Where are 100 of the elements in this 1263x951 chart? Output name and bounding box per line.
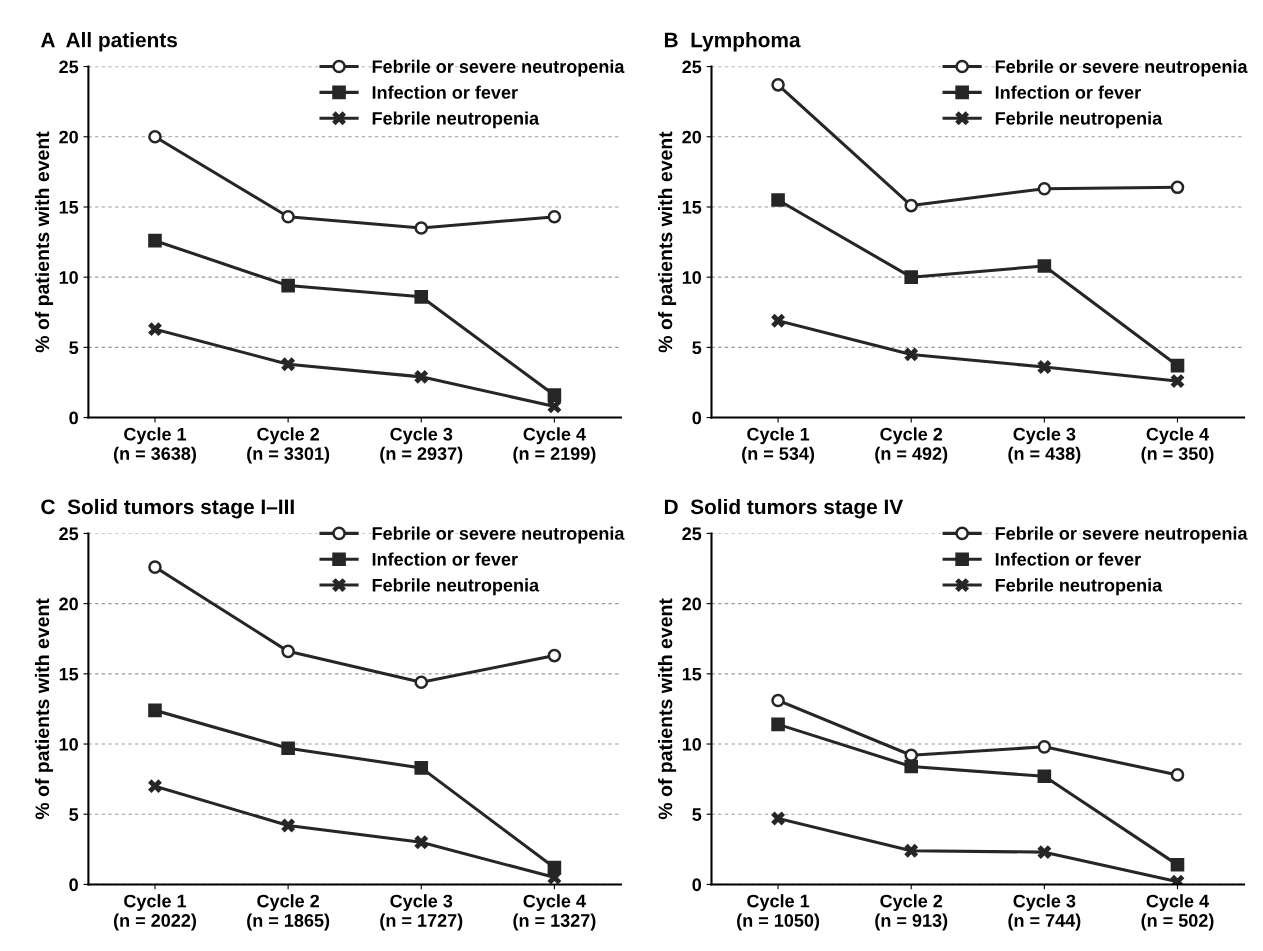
x-tick-label: Cycle 4 (n = 350) [1141, 427, 1214, 464]
legend-label: Febrile neutropenia [995, 111, 1163, 129]
point [904, 198, 919, 213]
point [1170, 857, 1185, 872]
point [414, 290, 429, 304]
point [547, 388, 562, 402]
y-tick-label: 10 [682, 271, 702, 284]
point [904, 759, 919, 774]
point [414, 761, 429, 775]
point [1037, 740, 1052, 754]
point [1170, 180, 1185, 195]
y-tick-label: 5 [692, 341, 702, 355]
point [414, 835, 429, 850]
chart-title: C Solid tumors stage I–III [41, 498, 294, 519]
x-tick-label: Cycle 2 (n = 1865) [247, 894, 330, 931]
point [148, 703, 162, 718]
x-tick-label: Cycle 4 (n = 1327) [513, 894, 596, 931]
point [904, 843, 919, 858]
legend-label: Infection or fever [995, 552, 1141, 566]
y-tick-label: 0 [69, 878, 78, 892]
point [414, 369, 429, 384]
chart-title: A All patients [41, 32, 177, 52]
y-tick-label: 0 [692, 411, 702, 425]
x-tick-label: Cycle 4 (n = 2199) [513, 427, 596, 464]
point [148, 322, 162, 337]
point [771, 313, 786, 328]
point [148, 233, 162, 248]
point [904, 270, 919, 284]
point [281, 818, 296, 833]
legend-label: Febrile neutropenia [372, 111, 540, 129]
point [1170, 358, 1185, 373]
point [148, 779, 162, 794]
point [547, 210, 562, 224]
y-tick-label: 0 [692, 878, 702, 892]
y-tick-label: 5 [69, 808, 79, 821]
point [771, 78, 785, 92]
y-tick-label: 5 [69, 341, 79, 355]
point [1037, 259, 1052, 273]
legend-label: Febrile or severe neutropenia [995, 526, 1248, 544]
point [414, 221, 429, 235]
y-tick-label: 5 [692, 808, 702, 821]
x-tick-label: Cycle 1 (n = 534) [742, 427, 815, 464]
legend-label: Infection or fever [372, 85, 518, 99]
y-axis-title: % of patients with event [34, 131, 54, 353]
x-tick-label: Cycle 3 (n = 1727) [380, 894, 463, 931]
point [148, 560, 162, 574]
legend-label: Febrile or severe neutropenia [372, 59, 625, 77]
chart-title: B Lymphoma [664, 32, 801, 52]
y-tick-label: 25 [59, 60, 79, 74]
point [414, 675, 429, 690]
y-tick-label: 15 [59, 201, 79, 214]
legend-label: Infection or fever [995, 85, 1141, 99]
legend-label: Febrile or severe neutropenia [995, 59, 1248, 77]
x-tick-label: Cycle 3 (n = 2937) [380, 427, 463, 464]
legend-label: Febrile neutropenia [995, 578, 1163, 596]
point [1037, 181, 1052, 196]
legend-label: Febrile or severe neutropenia [372, 526, 625, 544]
x-tick-label: Cycle 1 (n = 3638) [113, 427, 196, 464]
point [1037, 845, 1052, 860]
point [281, 278, 295, 293]
legend-label: Febrile neutropenia [372, 578, 540, 596]
point [1170, 374, 1185, 389]
x-tick-label: Cycle 3 (n = 438) [1008, 427, 1081, 464]
point [281, 357, 296, 372]
legend-label: Infection or fever [372, 552, 518, 566]
y-tick-label: 20 [59, 597, 78, 611]
y-axis-title: % of patients with event [658, 131, 677, 353]
point [1037, 360, 1052, 374]
y-tick-label: 0 [69, 411, 78, 425]
x-tick-label: Cycle 2 (n = 492) [875, 427, 948, 464]
y-tick-label: 10 [59, 271, 78, 284]
chart-title: D Solid tumors stage IV [664, 498, 904, 519]
point [547, 648, 562, 663]
y-tick-label: 15 [59, 667, 79, 681]
y-tick-label: 15 [682, 667, 702, 681]
point [771, 193, 785, 207]
point [771, 811, 786, 826]
y-axis-title: % of patients with event [658, 598, 677, 820]
y-tick-label: 20 [59, 130, 78, 144]
x-tick-label: Cycle 2 (n = 3301) [247, 427, 330, 464]
point [281, 644, 295, 659]
point [1037, 769, 1052, 784]
y-tick-label: 25 [682, 60, 702, 74]
y-tick-label: 10 [59, 737, 78, 751]
point [904, 347, 919, 362]
y-tick-label: 15 [682, 201, 702, 214]
x-tick-label: Cycle 4 (n = 502) [1141, 894, 1214, 931]
x-tick-label: Cycle 1 (n = 2022) [113, 894, 196, 931]
point [771, 693, 785, 708]
y-axis-title: % of patients with event [34, 598, 54, 820]
x-tick-label: Cycle 3 (n = 744) [1008, 894, 1081, 931]
y-tick-label: 10 [682, 737, 702, 751]
x-tick-label: Cycle 2 (n = 913) [875, 894, 948, 931]
point [771, 717, 785, 732]
point [281, 210, 295, 224]
point [281, 741, 295, 756]
point [1170, 768, 1185, 782]
y-tick-label: 20 [682, 130, 702, 144]
y-tick-label: 25 [59, 527, 79, 541]
x-tick-label: Cycle 1 (n = 1050) [737, 894, 820, 931]
